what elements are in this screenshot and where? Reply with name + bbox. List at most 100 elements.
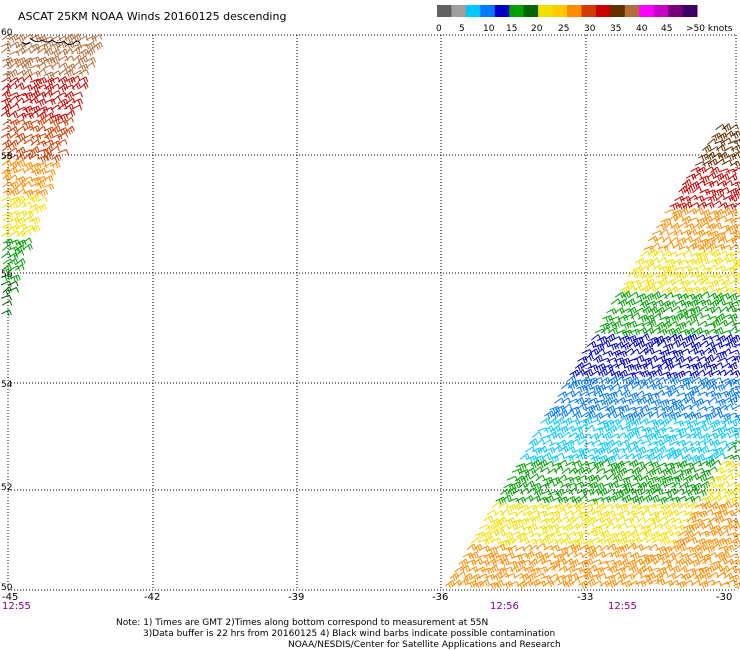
wind-barb (551, 564, 561, 571)
wind-barb (565, 461, 576, 467)
wind-barb (734, 414, 740, 421)
wind-barb (553, 502, 564, 510)
wind-barb (581, 515, 592, 525)
wind-barb (715, 420, 727, 426)
wind-barb (719, 306, 730, 314)
wind-barb (703, 166, 715, 172)
wind-barb (665, 482, 676, 488)
time-label-west: 12:55 (2, 601, 31, 612)
wind-barb (565, 565, 576, 574)
wind-barb (731, 217, 740, 222)
wind-barb (607, 376, 619, 385)
wind-barb (566, 515, 577, 525)
wind-barb (699, 175, 710, 184)
wind-barb (523, 566, 535, 574)
wind-barb (625, 298, 636, 307)
wind-barb (642, 272, 653, 281)
wind-barb (50, 104, 61, 111)
wind-barb (681, 300, 692, 309)
wind-barb (500, 508, 510, 516)
wind-barb (725, 388, 736, 398)
wind-barb (711, 459, 722, 466)
wind-barb (674, 573, 685, 580)
wind-barb (701, 501, 712, 510)
wind-barb (29, 78, 41, 87)
wind-barb (560, 382, 571, 390)
wind-barb (682, 249, 693, 256)
wind-barb (729, 349, 740, 356)
wind-barb (689, 473, 700, 481)
wind-barb (660, 218, 672, 226)
wind-barb (571, 459, 583, 467)
wind-barb (706, 480, 717, 488)
wind-barb (584, 405, 596, 413)
wind-barb (713, 172, 725, 182)
wind-barb (710, 439, 721, 449)
wind-barb (578, 494, 589, 502)
wind-barb (683, 235, 694, 244)
wind-barb (702, 215, 713, 225)
wind-barb (569, 558, 580, 568)
wind-barb (699, 445, 710, 455)
wind-barb (690, 511, 702, 519)
wind-barb (693, 311, 704, 319)
wind-barb (621, 290, 631, 300)
lon-label-m30: -30 (716, 592, 732, 603)
wind-barb (22, 74, 33, 82)
wind-barb (50, 145, 60, 153)
wind-barb (723, 286, 735, 294)
wind-barb (729, 193, 740, 203)
wind-barb (57, 113, 69, 122)
wind-barb (696, 166, 707, 174)
wind-barb (678, 446, 689, 454)
wind-barb (664, 411, 675, 420)
wind-barb (470, 537, 481, 544)
wind-barb (725, 168, 737, 175)
wind-barb (612, 389, 623, 397)
wind-barb (648, 249, 659, 258)
wind-barb (687, 573, 699, 579)
wind-barb (589, 433, 600, 441)
wind-barb (647, 425, 659, 433)
wind-barb (1, 168, 11, 177)
wind-barb (562, 573, 573, 581)
wind-barb (721, 362, 732, 369)
wind-barb (623, 364, 635, 372)
wind-barb (72, 98, 83, 106)
wind-barb (539, 517, 551, 525)
wind-barb (36, 203, 47, 213)
wind-barb (452, 579, 462, 587)
wind-barb (44, 77, 55, 86)
wind-barb (586, 340, 597, 348)
wind-barb (615, 362, 626, 368)
wind-barb (636, 293, 647, 302)
wind-barb (661, 300, 672, 309)
wind-barb (9, 274, 21, 283)
wind-barb (49, 55, 61, 64)
wind-barb (711, 355, 721, 362)
wind-barb (557, 391, 568, 399)
wind-barb (727, 362, 738, 371)
wind-barb (661, 236, 672, 243)
wind-barb (593, 531, 605, 538)
wind-barb (712, 200, 723, 207)
wind-barb (649, 257, 660, 264)
wind-barb (710, 392, 722, 399)
wind-barb (16, 201, 27, 208)
wind-barb (600, 459, 611, 466)
wind-barb (2, 286, 12, 296)
wind-barb (644, 293, 655, 302)
time-label-mid: 12:56 (490, 601, 519, 612)
wind-barb (537, 566, 549, 573)
wind-barb (573, 515, 584, 522)
wind-barb (619, 335, 631, 344)
wind-barb (499, 539, 511, 548)
wind-barb (0, 294, 12, 301)
wind-barb (445, 580, 456, 589)
wind-barb (587, 529, 598, 537)
wind-barb (661, 490, 673, 498)
wind-barb (701, 298, 712, 306)
wind-barb (460, 564, 471, 572)
wind-barb (58, 62, 69, 70)
wind-barb (697, 271, 708, 281)
